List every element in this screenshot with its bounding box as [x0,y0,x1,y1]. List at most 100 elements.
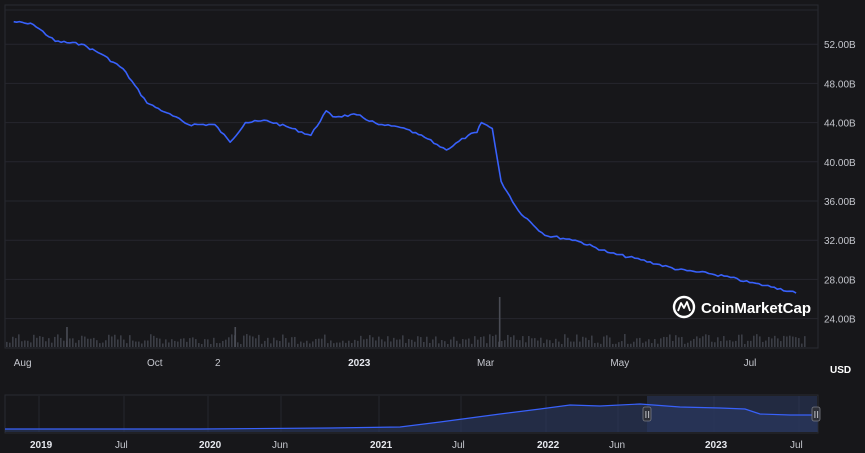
volume-bar [249,335,251,347]
volume-bar [723,336,725,347]
volume-bar [303,342,305,347]
volume-bar [594,343,596,347]
volume-bar [639,337,641,347]
volume-bar [228,337,230,347]
volume-bar [561,343,563,347]
volume-bar [621,341,623,347]
volume-bar [747,340,749,347]
plot-area-border [4,4,819,349]
volume-bar [297,343,299,347]
volume-bar [576,334,578,347]
volume-bar [78,340,80,347]
volume-bar [207,339,209,347]
x-tick-label: 2 [215,358,221,369]
volume-bar [111,336,113,347]
volume-bar [516,339,518,347]
volume-bar [33,334,35,347]
volume-bar [654,339,656,347]
volume-bar [642,342,644,347]
y-tick-label: 52.00B [824,40,856,51]
volume-bar [465,339,467,347]
x-tick-label: Oct [147,358,163,369]
volume-bar [444,341,446,347]
volume-bar [423,341,425,347]
volume-bar [309,343,311,347]
navigator-x-tick-label: Jun [609,440,625,451]
volume-bar [315,339,317,347]
volume-bar [153,335,155,347]
volume-bar [495,334,497,347]
navigator-x-tick-label: 2023 [705,440,728,451]
volume-bar [468,338,470,347]
volume-bar [291,337,293,347]
navigator-x-tick-label: 2019 [30,440,53,451]
y-tick-label: 36.00B [824,197,856,208]
volume-bar [801,343,803,347]
volume-bar [126,343,128,347]
volume-bar [540,337,542,347]
volume-bar [537,340,539,347]
volume-bar [9,342,11,347]
volume-bar [369,335,371,347]
volume-bar [636,338,638,347]
volume-bar [687,342,689,347]
volume-bar [186,341,188,347]
volume-bar [564,334,566,347]
volume-bar [156,337,158,347]
volume-bar [645,341,647,347]
volume-bar [717,337,719,347]
volume-bar [360,335,362,347]
x-tick-label: 2023 [348,358,371,369]
volume-bar [282,334,284,347]
volume-bar [690,340,692,347]
volume-bar [798,338,800,347]
navigator-right-handle[interactable]: II [811,406,821,422]
volume-bar [120,335,122,347]
volume-bar [804,336,806,347]
volume-bar [318,338,320,347]
volume-bar [165,339,167,347]
volume-bar [474,336,476,347]
market-cap-line[interactable] [13,20,797,294]
range-navigator[interactable]: II II 2019 Jul 2020 Jun 2021 Jul 2022 Jun 2023 Ju… [4,394,821,451]
volume-bar [681,336,683,347]
volume-bar [48,338,50,347]
volume-bar [144,340,146,347]
volume-bar [384,341,386,347]
volume-bar [489,334,491,347]
volume-bar [432,339,434,347]
volume-bar [24,340,26,347]
volume-bar [81,335,83,347]
volume-bar [72,338,74,347]
volume-bar [75,342,77,347]
volume-bar [45,341,47,347]
volume-bar [12,336,14,347]
volume-bar [132,340,134,347]
volume-bar [261,343,263,347]
volume-bar [264,340,266,347]
volume-bar [762,341,764,347]
volume-bars [6,297,806,347]
volume-bar [750,340,752,347]
volume-bar [357,340,359,347]
navigator-left-handle[interactable]: II [642,406,652,422]
volume-bar [651,343,653,347]
volume-bar [771,338,773,347]
brand-watermark: CoinMarketCap [672,295,811,319]
volume-bar [138,341,140,347]
volume-bar [630,343,632,347]
volume-bar [177,341,179,347]
volume-bar [381,339,383,347]
volume-bar [597,342,599,347]
navigator-x-tick-label: 2022 [537,440,560,451]
volume-bar [366,338,368,347]
y-tick-label: 24.00B [824,315,856,326]
volume-bar [600,343,602,347]
volume-bar [459,343,461,347]
volume-bar [795,337,797,347]
volume-bar [666,337,668,347]
volume-bar [168,342,170,347]
volume-bar [618,342,620,347]
x-tick-label: Aug [14,358,32,369]
